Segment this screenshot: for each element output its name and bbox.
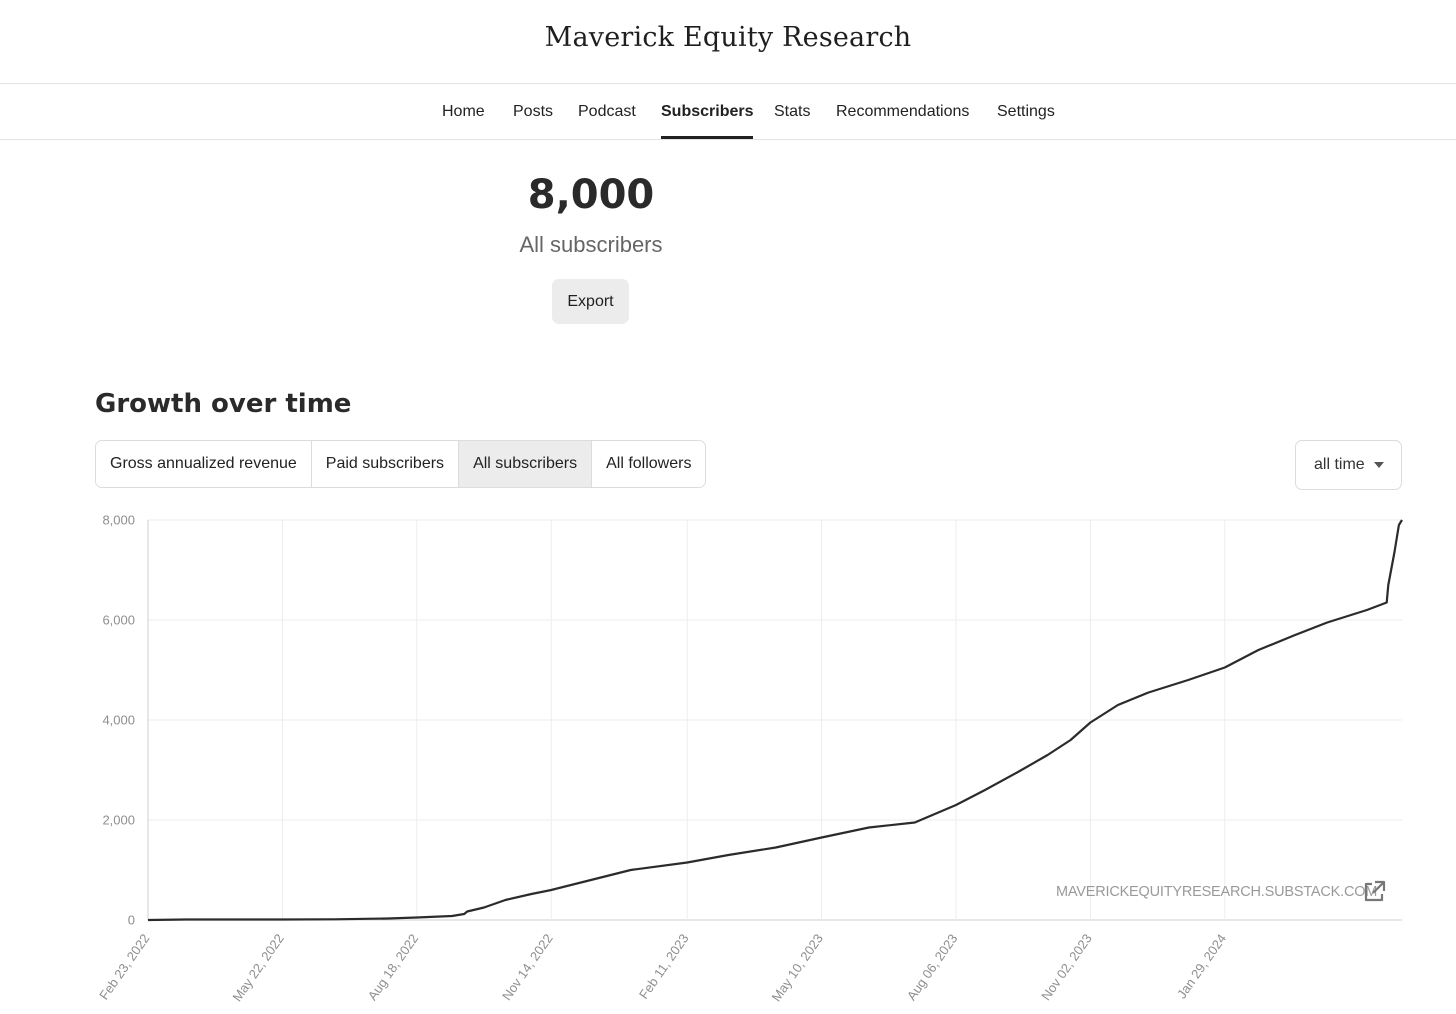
nav-item-settings[interactable]: Settings: [997, 84, 1055, 139]
y-tick-label: 4,000: [102, 713, 135, 728]
growth-chart: 0 2,000 4,000 6,000 8,000 Feb 23, 2022 May 22,…: [96, 513, 1403, 1004]
subscriber-count-label: All subscribers: [519, 232, 663, 257]
site-header: Maverick Equity Research: [0, 0, 1456, 84]
nav-item-stats[interactable]: Stats: [774, 84, 810, 139]
active-tab-underline: [661, 136, 754, 139]
x-tick-label: Nov 14, 2022: [499, 931, 556, 1003]
tab-paid-subscribers[interactable]: Paid subscribers: [311, 441, 460, 487]
x-tick-label: May 10, 2023: [769, 931, 826, 1004]
nav-item-recommendations[interactable]: Recommendations: [836, 84, 969, 139]
subscribers-series-line: [147, 519, 1403, 922]
nav-item-label: Home: [442, 103, 485, 120]
x-tick-label: Feb 23, 2022: [96, 931, 152, 1002]
y-tick-label: 0: [128, 913, 135, 928]
nav-item-home[interactable]: Home: [442, 84, 485, 139]
x-tick-label: Feb 11, 2023: [636, 931, 692, 1002]
time-range-select[interactable]: all time: [1295, 440, 1402, 490]
nav-item-label: Settings: [997, 103, 1055, 120]
nav-item-label: Subscribers: [661, 103, 754, 120]
x-tick-label: May 22, 2022: [229, 931, 286, 1004]
y-tick-label: 8,000: [102, 513, 135, 528]
nav-item-podcast[interactable]: Podcast: [578, 84, 636, 139]
chart-watermark: MAVERICKEQUITYRESEARCH.SUBSTACK.COM: [1056, 884, 1378, 900]
external-link-icon[interactable]: [1361, 879, 1387, 905]
tab-all-followers[interactable]: All followers: [592, 441, 706, 487]
caret-down-icon: [1374, 462, 1384, 468]
nav-item-label: Recommendations: [836, 103, 970, 120]
tab-all-subscribers[interactable]: All subscribers: [459, 441, 593, 487]
export-button[interactable]: Export: [552, 279, 629, 324]
x-tick-label: Nov 02, 2023: [1038, 931, 1095, 1003]
subscriber-count: 8,000: [527, 172, 655, 218]
nav-item-posts[interactable]: Posts: [513, 84, 553, 139]
nav-item-label: Podcast: [578, 103, 636, 120]
site-title[interactable]: Maverick Equity Research: [544, 22, 912, 53]
x-tick-label: Aug 06, 2023: [904, 931, 961, 1003]
tab-gross-annualized-revenue[interactable]: Gross annualized revenue: [96, 441, 312, 487]
metric-tabs: Gross annualized revenue Paid subscriber…: [95, 440, 707, 488]
x-tick-label: Jan 29, 2024: [1174, 931, 1229, 1001]
main-nav: Home Posts Podcast Subscribers Stats Rec…: [0, 84, 1456, 140]
y-tick-label: 6,000: [102, 613, 135, 628]
time-range-value: all time: [1314, 456, 1365, 473]
nav-item-label: Posts: [513, 103, 554, 120]
growth-section-title: Growth over time: [95, 389, 352, 419]
y-tick-label: 2,000: [102, 813, 135, 828]
x-tick-label: Aug 18, 2022: [365, 931, 422, 1003]
nav-item-subscribers[interactable]: Subscribers: [661, 84, 754, 139]
nav-item-label: Stats: [774, 103, 811, 120]
